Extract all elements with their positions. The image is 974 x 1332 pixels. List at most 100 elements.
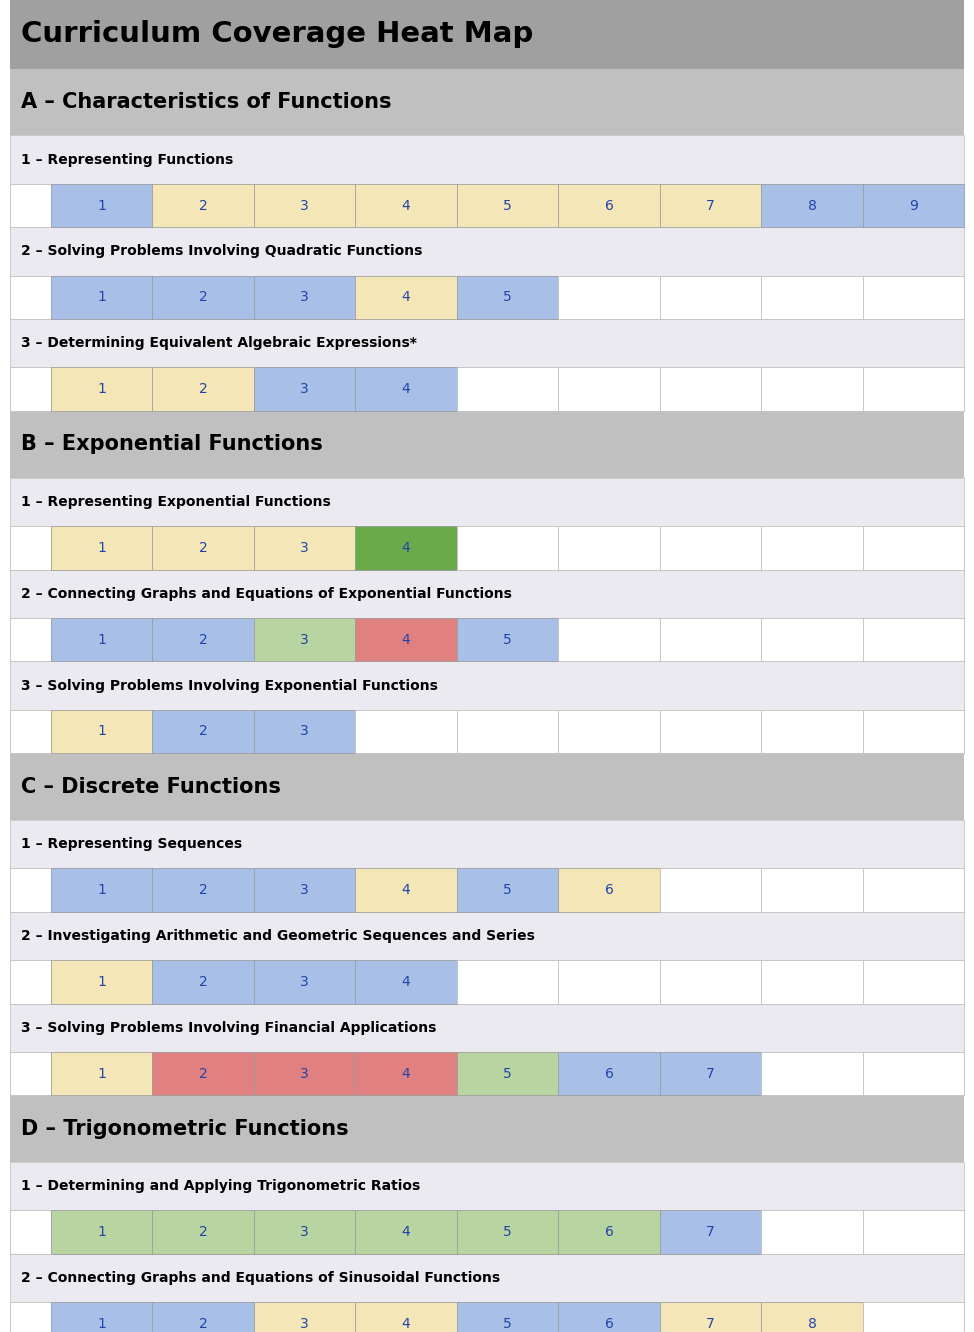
Bar [10, 662, 964, 710]
Bar [762, 1052, 863, 1095]
Text: 3: 3 [300, 633, 309, 646]
Bar [558, 1052, 659, 1095]
Text: 4: 4 [401, 1067, 410, 1080]
Bar [10, 136, 964, 184]
Bar [10, 526, 51, 570]
Bar [659, 1052, 762, 1095]
Bar [51, 184, 152, 228]
Bar [10, 1211, 51, 1253]
Bar [863, 368, 964, 412]
Bar [152, 618, 253, 662]
Text: 1: 1 [97, 1225, 106, 1239]
Bar [457, 1303, 558, 1332]
Bar [10, 526, 964, 570]
Bar [51, 1211, 152, 1253]
Bar [863, 1211, 964, 1253]
Bar [457, 868, 558, 911]
Bar [457, 710, 558, 754]
Bar [659, 1211, 762, 1253]
Text: 5: 5 [504, 1225, 511, 1239]
Bar [253, 368, 356, 412]
Text: 2: 2 [199, 725, 207, 738]
Bar [10, 368, 964, 412]
Bar [356, 868, 457, 911]
Text: 3: 3 [300, 1317, 309, 1331]
Text: 4: 4 [401, 198, 410, 213]
Bar [558, 960, 659, 1003]
Text: 3: 3 [300, 975, 309, 988]
Bar [253, 276, 356, 320]
Bar [10, 1253, 964, 1303]
Bar [10, 754, 964, 821]
Bar [152, 1303, 253, 1332]
Text: A – Characteristics of Functions: A – Characteristics of Functions [21, 92, 392, 112]
Bar [10, 276, 51, 320]
Bar [863, 184, 964, 228]
Bar [152, 710, 253, 754]
Bar [10, 570, 964, 618]
Text: 1: 1 [97, 633, 106, 646]
Text: 6: 6 [605, 1317, 614, 1331]
Bar [863, 960, 964, 1003]
Text: 4: 4 [401, 883, 410, 896]
Bar [253, 1052, 356, 1095]
Text: 2: 2 [199, 290, 207, 305]
Bar [10, 710, 51, 754]
Text: 1 – Determining and Applying Trigonometric Ratios: 1 – Determining and Applying Trigonometr… [21, 1179, 421, 1193]
Text: 2 – Connecting Graphs and Equations of Sinusoidal Functions: 2 – Connecting Graphs and Equations of S… [21, 1271, 501, 1285]
Text: 9: 9 [909, 198, 918, 213]
Bar [10, 868, 964, 911]
Text: 1: 1 [97, 975, 106, 988]
Text: 3 – Solving Problems Involving Financial Applications: 3 – Solving Problems Involving Financial… [21, 1020, 436, 1035]
Bar [659, 618, 762, 662]
Bar [10, 184, 51, 228]
Text: 1: 1 [97, 883, 106, 896]
Bar [10, 618, 51, 662]
Text: 5: 5 [504, 198, 511, 213]
Text: 4: 4 [401, 382, 410, 396]
Text: 3: 3 [300, 290, 309, 305]
Text: 3: 3 [300, 198, 309, 213]
Bar [659, 868, 762, 911]
Bar [558, 184, 659, 228]
Text: 4: 4 [401, 975, 410, 988]
Text: 7: 7 [706, 1317, 715, 1331]
Bar [10, 1003, 964, 1052]
Bar [51, 526, 152, 570]
Bar [10, 368, 51, 412]
Bar [356, 710, 457, 754]
Bar [762, 618, 863, 662]
Bar [558, 618, 659, 662]
Text: 3 – Determining Equivalent Algebraic Expressions*: 3 – Determining Equivalent Algebraic Exp… [21, 337, 417, 350]
Bar [10, 1303, 964, 1332]
Text: 2: 2 [199, 1317, 207, 1331]
Bar [558, 368, 659, 412]
Bar [558, 526, 659, 570]
Bar [10, 960, 51, 1003]
Bar [10, 911, 964, 960]
Text: 4: 4 [401, 1317, 410, 1331]
Text: 2: 2 [199, 883, 207, 896]
Bar [457, 184, 558, 228]
Bar [558, 868, 659, 911]
Bar [659, 368, 762, 412]
Text: 1: 1 [97, 1317, 106, 1331]
Bar [152, 368, 253, 412]
Bar [762, 276, 863, 320]
Bar [558, 1211, 659, 1253]
Bar [457, 1052, 558, 1095]
Bar [10, 69, 964, 136]
Bar [51, 710, 152, 754]
Text: C – Discrete Functions: C – Discrete Functions [21, 777, 281, 797]
Text: 1 – Representing Sequences: 1 – Representing Sequences [21, 836, 243, 851]
Text: 5: 5 [504, 883, 511, 896]
Bar [659, 276, 762, 320]
Text: Curriculum Coverage Heat Map: Curriculum Coverage Heat Map [21, 20, 534, 48]
Text: 1: 1 [97, 290, 106, 305]
Bar [253, 710, 356, 754]
Bar [457, 276, 558, 320]
Bar [863, 868, 964, 911]
Bar [152, 526, 253, 570]
Text: 1 – Representing Functions: 1 – Representing Functions [21, 153, 234, 166]
Text: 5: 5 [504, 290, 511, 305]
